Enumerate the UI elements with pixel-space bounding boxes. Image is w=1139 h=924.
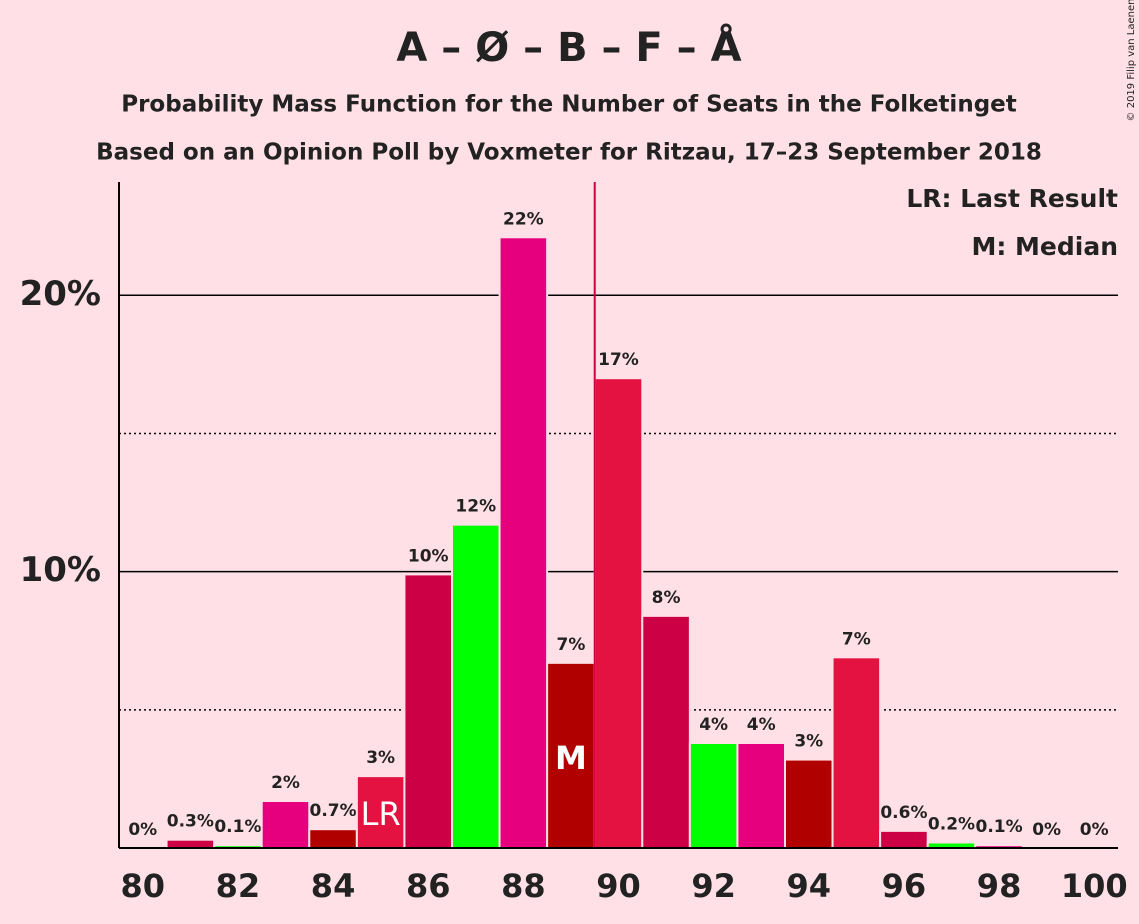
bar — [593, 377, 644, 849]
x-tick-label: 84 — [311, 867, 356, 905]
x-tick-label: 96 — [882, 867, 927, 905]
value-label: 7% — [842, 629, 871, 649]
value-label: 0.1% — [214, 817, 261, 837]
x-tick-label: 86 — [406, 867, 451, 905]
value-label: 17% — [598, 350, 639, 370]
value-label: 3% — [366, 748, 395, 768]
x-tick-label: 82 — [216, 867, 261, 905]
chart-subtitle: Based on an Opinion Poll by Voxmeter for… — [96, 140, 1042, 166]
x-tick-label: 90 — [596, 867, 641, 905]
value-label: 0% — [128, 820, 157, 840]
x-tick-label: 88 — [501, 867, 546, 905]
y-tick-label: 10% — [20, 550, 101, 590]
value-label: 12% — [455, 497, 496, 517]
value-label: 4% — [699, 715, 728, 735]
value-label: 22% — [503, 209, 544, 229]
value-label: 8% — [652, 588, 681, 608]
bar — [688, 741, 739, 849]
bar — [498, 236, 549, 849]
bar — [165, 838, 216, 849]
value-label: 0.3% — [167, 812, 214, 832]
legend-entry: LR: Last Result — [906, 184, 1118, 213]
x-tick-label: 94 — [787, 867, 832, 905]
value-label: 4% — [747, 715, 776, 735]
chart-title: A – Ø – B – F – Å — [396, 22, 741, 71]
median-marker: M — [555, 739, 587, 777]
value-label: 2% — [271, 773, 300, 793]
chart-subtitle: Probability Mass Function for the Number… — [121, 92, 1017, 118]
value-label: 0% — [1032, 820, 1061, 840]
x-tick-label: 80 — [121, 867, 166, 905]
credit: © 2019 Filip van Laenen — [1126, 0, 1137, 121]
bar — [451, 523, 501, 849]
value-label: 10% — [408, 546, 449, 566]
bar — [308, 828, 358, 850]
bar — [260, 800, 311, 850]
bar — [403, 573, 453, 849]
value-label: 0% — [1080, 820, 1109, 840]
value-label: 0.7% — [309, 801, 356, 821]
bar — [736, 741, 787, 849]
bar — [641, 614, 691, 850]
y-tick-label: 20% — [20, 274, 101, 314]
value-label: 3% — [794, 732, 823, 752]
value-label: 0.1% — [975, 817, 1022, 837]
x-tick-label: 100 — [1061, 867, 1128, 905]
value-label: 0.6% — [880, 803, 927, 823]
legend-entry: M: Median — [971, 232, 1118, 261]
bar — [784, 758, 834, 850]
value-label: 0.2% — [928, 814, 975, 834]
value-label: 7% — [556, 635, 585, 655]
bar — [831, 656, 882, 850]
x-tick-label: 92 — [691, 867, 736, 905]
x-tick-label: 98 — [977, 867, 1022, 905]
bar — [879, 829, 929, 850]
last-result-marker: LR — [361, 795, 401, 833]
